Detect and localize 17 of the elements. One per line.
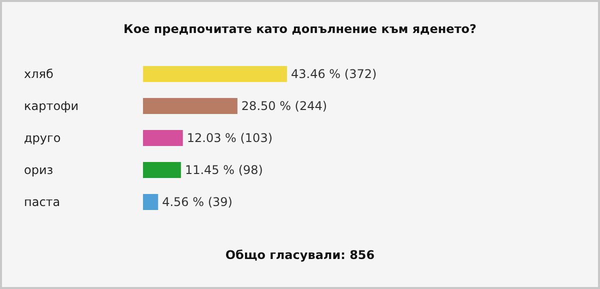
- y-tick-label: ориз: [24, 163, 54, 177]
- y-tick-label: паста: [24, 195, 60, 209]
- bar: [143, 130, 183, 146]
- bar: [143, 98, 238, 114]
- y-tick-label: друго: [24, 131, 61, 145]
- text: Общо гласували: 856: [225, 248, 375, 262]
- chart-title: Кое предпочитате като допълнение към яденето?: [124, 22, 477, 36]
- data-label: 12.03 % (103): [186, 131, 273, 145]
- data-label: 43.46 % (372): [291, 67, 377, 81]
- bar: [143, 66, 287, 82]
- data-label: 28.50 % (244): [241, 99, 328, 113]
- bar: [143, 194, 158, 210]
- y-tick-label: хляб: [24, 67, 54, 81]
- y-tick-label: картофи: [24, 99, 79, 113]
- data-label: 4.56 % (39): [162, 195, 232, 209]
- data-label: 11.45 % (98): [184, 163, 263, 177]
- bar: [143, 162, 181, 178]
